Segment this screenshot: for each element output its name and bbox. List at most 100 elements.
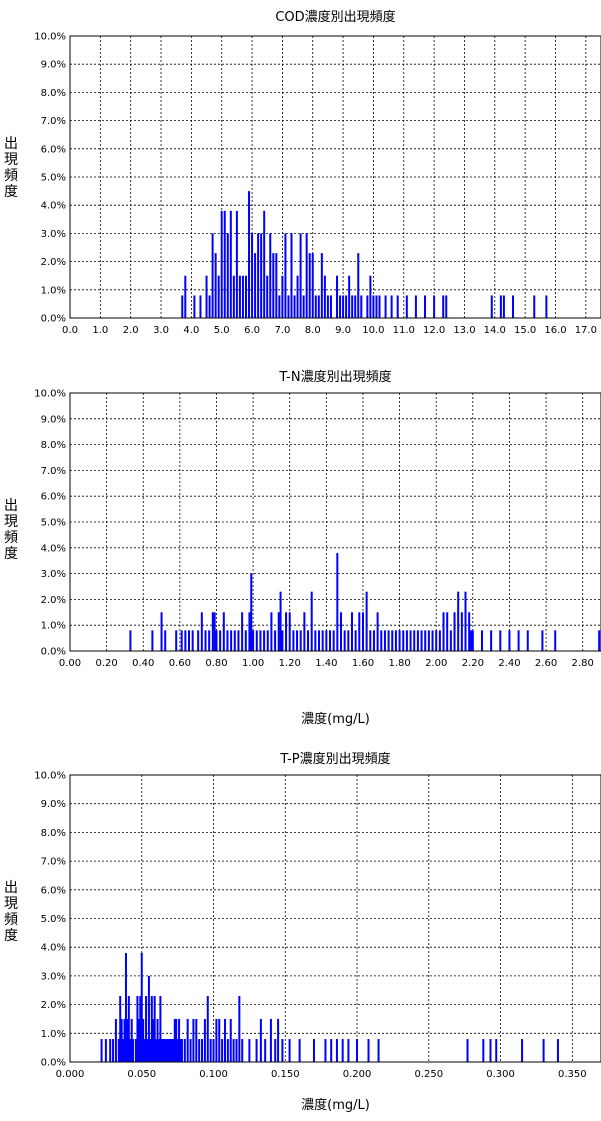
tp-bar [201,1039,204,1062]
tp-bar [212,1039,215,1062]
tn-x-tick-label: 1.60 [352,658,374,669]
cod-bar [311,253,314,318]
tp-bar [162,1039,165,1062]
tn-bar [380,630,383,651]
tp-bar [521,1039,524,1062]
tn-y-tick-label: 5.0% [41,518,66,529]
tp-x-axis-label: 濃度(mg/L) [301,1098,370,1113]
tn-bar [332,630,335,651]
tp-bar [183,1039,186,1062]
tn-bar [369,630,372,651]
tp-chart-title: T-P濃度別出現頻度 [280,752,391,767]
tp-bar [255,1039,258,1062]
cod-x-tick-label: 3.0 [153,325,169,336]
tp-bar [489,1039,492,1062]
cod-bar [296,275,299,318]
tp-bar [180,1039,183,1062]
cod-bar [378,295,381,318]
cod-chart-title: COD濃度別出現頻度 [275,10,396,25]
tn-bar [490,630,493,651]
cod-bar [323,275,326,318]
tn-bar [241,612,244,651]
cod-bar [414,295,417,318]
cod-bar [248,191,251,318]
cod-y-tick-label: 9.0% [41,60,66,71]
tn-bar [277,612,280,651]
tn-y-tick-label: 2.0% [41,595,66,606]
cod-bar [199,295,202,318]
cod-bar [299,233,302,318]
cod-x-tick-label: 5.0 [214,325,230,336]
cod-bar [326,295,329,318]
tn-bar [468,612,471,651]
tn-bar [129,630,132,651]
tn-bar [402,630,405,651]
tp-bar [274,1039,277,1062]
cod-bar [220,210,223,318]
tp-bar [163,1039,166,1062]
tp-bar [367,1039,370,1062]
tn-bar [471,630,474,651]
cod-bar [348,275,351,318]
tn-plot-frame [69,392,601,652]
tp-bar [157,1039,160,1062]
tp-bar [238,995,241,1062]
tp-bar [170,1039,173,1062]
tp-x-tick-label: 0.050 [127,1069,156,1080]
tn-bar [435,630,438,651]
tn-bar [191,630,194,651]
cod-bar [329,295,332,318]
tp-bar [117,1039,120,1062]
cod-y-tick-label: 5.0% [41,173,66,184]
tp-bar [166,1039,169,1062]
cod-bar [293,295,296,318]
tn-y-tick-label: 4.0% [41,543,66,554]
cod-y-tick-label: 6.0% [41,144,66,155]
cod-bar [244,275,247,318]
tp-bar [209,1039,212,1062]
tn-bar [259,630,262,651]
tp-bar [114,1018,117,1062]
tn-bar [248,612,251,651]
tp-bar [232,1039,235,1062]
tp-bar [542,1039,545,1062]
tn-bar [343,630,346,651]
tn-bar [318,630,321,651]
tp-bar [127,995,130,1062]
tp-chart-panel: T-P濃度別出現頻度 出現頻度 濃度(mg/L) 0.0% 1.0% 2.0% 3.0… [0,742,601,1121]
tn-bar [391,630,394,651]
tp-x-tick-label: 0.150 [271,1069,300,1080]
tn-bar [314,630,317,651]
cod-bar [193,295,196,318]
tn-bar [285,612,288,651]
tp-bar [298,1039,301,1062]
tn-bar [250,573,253,651]
tn-bar [160,612,163,651]
cod-bar [211,233,214,318]
tp-y-tick-label: 10.0% [34,771,66,782]
tn-bar [266,630,269,651]
cod-chart-panel: COD濃度別出現頻度 出現頻度 0.0% 1.0% 2.0% 3.0% 4.0% 5.0%… [0,0,601,340]
tp-chart-svg: 0.0% 1.0% 2.0% 3.0% 4.0% 5.0% 6.0% 7.0% 8.0% 9.0%… [34,771,601,1080]
tp-bar [223,1018,226,1062]
cod-bar [360,295,363,318]
cod-bar [251,233,254,318]
tn-x-tick-label: 2.20 [462,658,484,669]
tp-bar [229,1018,232,1062]
tp-bar [277,1018,280,1062]
tn-y-tick-label: 7.0% [41,466,66,477]
tp-bar [104,1039,107,1062]
cod-y-tick-label: 1.0% [41,285,66,296]
tn-bar [446,612,449,651]
cod-x-tick-label: 7.0 [274,325,290,336]
tn-bar [361,612,364,651]
tn-bar [200,612,203,651]
tp-bar [153,995,156,1062]
cod-plot-frame [69,35,601,319]
cod-x-tick-label: 10.0 [362,325,384,336]
tp-y-tick-label: 6.0% [41,885,66,896]
tn-bar [222,612,225,651]
tp-bar [288,1039,291,1062]
tp-bar [142,1018,145,1062]
tn-bar [237,630,240,651]
